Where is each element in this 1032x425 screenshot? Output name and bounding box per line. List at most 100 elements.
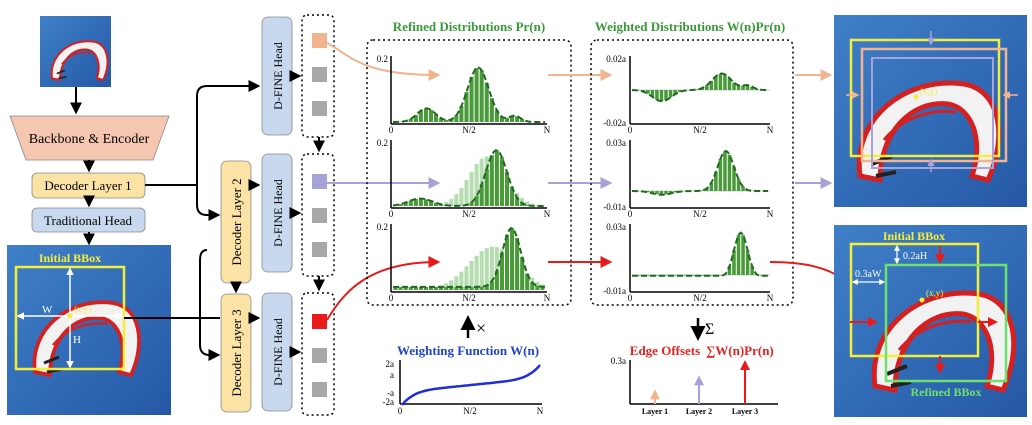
weighted-bar [727, 154, 732, 191]
dist-bar [530, 282, 535, 290]
weighted-2-xtick-0: 0 [628, 209, 633, 219]
weighted-bar [691, 275, 695, 276]
weighted-bar [695, 89, 700, 90]
right-offset-h-label: 0.2aH [903, 251, 927, 262]
dfine-head-3-label: D-FINE Head [271, 318, 285, 386]
weighted-bar [673, 90, 677, 95]
sum-symbol: Σ [705, 321, 714, 338]
dist-bar [489, 281, 494, 290]
dist-bar [408, 118, 413, 122]
dfine-head-1-label: D-FINE Head [271, 42, 285, 110]
dist-bar [474, 196, 479, 206]
decoder-layer-3-block [220, 293, 252, 413]
prior-dist-bar [464, 266, 469, 290]
dist-bar [408, 200, 413, 206]
offsets-layer-3-label: Layer 3 [732, 407, 758, 416]
dist-bar [510, 228, 515, 290]
right-top-center-label: (x,y) [920, 86, 937, 96]
weighted-chart-2: 0.03a -0.01a 0 N/2 N [603, 138, 774, 219]
prior-dist-bar [474, 164, 479, 206]
weighted-bar [650, 191, 655, 194]
dist-bar [449, 286, 454, 290]
dist-bar [499, 157, 504, 206]
weighted-bar [655, 191, 659, 195]
dist-bar [403, 286, 408, 290]
refined-3-ytick: 0.2 [377, 222, 388, 232]
weighted-2-top: 0.03a [606, 138, 626, 148]
dist-bar [454, 115, 459, 122]
refined-panel-frame [366, 39, 572, 306]
weighted-bar [646, 275, 650, 276]
weighting-xtick-n: N [537, 406, 544, 416]
dist-bar [428, 286, 434, 290]
weighted-3-top: 0.03a [606, 222, 626, 232]
weighted-1-xtick-0: 0 [628, 125, 633, 135]
offsets-formula: ∑W(n)Pr(n) [706, 343, 774, 358]
prior-dist-bar [525, 201, 530, 206]
dist-bar [515, 197, 520, 206]
dist-bar [494, 110, 499, 122]
prior-dist-bar [489, 246, 494, 290]
weighted-bar [718, 159, 723, 191]
prior-dist-bar [444, 283, 449, 290]
weighted-bar [736, 179, 741, 191]
offsets-layer-2-label: Layer 2 [686, 407, 712, 416]
weighted-bar [736, 235, 741, 275]
weighting-xtick-mid: N/2 [463, 406, 477, 416]
dist-bar [510, 187, 515, 206]
refined-1-xtick-mid: N/2 [462, 125, 476, 135]
weighted-bar [705, 188, 709, 191]
refined-title: Refined Distributions Pr(n) [393, 19, 545, 34]
weighted-bar [727, 266, 732, 275]
right-refined-bbox-label: Refined BBox [910, 385, 981, 399]
dist-bar [484, 168, 489, 206]
right-top-image: (x,y) [834, 15, 1027, 207]
backbone-label: Backbone & Encoder [29, 132, 150, 147]
dist-bar [444, 286, 449, 290]
prior-dist-bar [464, 180, 469, 206]
dist-bar [484, 82, 489, 122]
weighted-bar [668, 191, 673, 194]
refined-1-xtick-0: 0 [389, 125, 394, 135]
dist-bar [413, 199, 418, 206]
dist-bar [520, 257, 525, 290]
prior-dist-bar [479, 251, 484, 290]
dist-bar [393, 286, 398, 290]
weighted-bar [659, 191, 664, 195]
refined-chart-2: 0.2 0 N/2 N [377, 138, 551, 219]
dist-bar [504, 234, 510, 290]
refined-1-ytick: 0.2 [377, 54, 388, 64]
dist-bar [418, 198, 423, 206]
token-column-1 [301, 14, 335, 138]
weighted-1-xtick-mid: N/2 [693, 125, 707, 135]
prior-dist-bar [454, 194, 459, 206]
dist-bar [479, 184, 484, 206]
weighted-bar [655, 90, 659, 100]
dist-bar [525, 205, 530, 206]
dist-bar [398, 204, 403, 206]
weighted-bar [732, 166, 736, 191]
weighting-chart: 2a a -a -2a 0 N/2 N [383, 359, 544, 416]
dist-bar [464, 92, 469, 122]
weighted-3-xtick-n: N [767, 293, 774, 303]
dist-bar [408, 286, 413, 290]
backbone-encoder-block [9, 115, 170, 161]
weighted-bar [655, 275, 659, 276]
weighted-bar [664, 90, 668, 101]
dist-bar [540, 286, 545, 290]
offsets-layer-1-label: Layer 1 [642, 407, 668, 416]
weighted-bar [668, 90, 673, 98]
weighted-bar [718, 275, 723, 276]
token-column-3 [301, 292, 335, 416]
refined-3-xtick-n: N [544, 293, 551, 303]
weighted-bar [677, 90, 682, 92]
weighted-bar [741, 235, 745, 275]
refined-3-xtick-0: 0 [389, 293, 394, 303]
prior-dist-bar [449, 198, 454, 206]
refined-2-xtick-n: N [544, 209, 551, 219]
refined-chart-3: 0.2 0 N/2 N [377, 222, 551, 303]
weighted-chart-1: 0.02a -0.02a 0 N/2 N [603, 54, 774, 135]
weighted-bar [705, 85, 709, 90]
dist-bar [469, 286, 474, 290]
weighted-bar [741, 85, 745, 90]
